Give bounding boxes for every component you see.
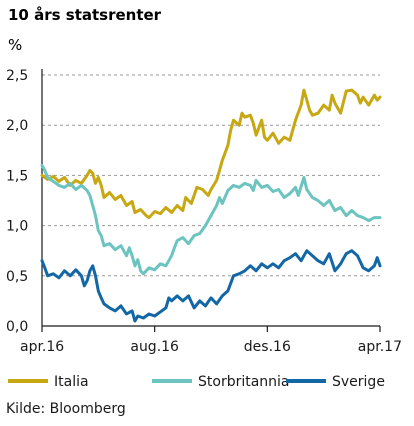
legend: Italia Storbritannia Sverige	[8, 374, 385, 390]
legend-label: Sverige	[332, 374, 385, 390]
series-line-italia	[40, 88, 382, 220]
y-tick-label: 0,5	[6, 269, 28, 285]
legend-label: Storbritannia	[198, 374, 290, 390]
x-tick-label: aug.16	[130, 339, 179, 355]
series-line-sverige	[40, 249, 382, 323]
series-line-storbritannia	[40, 163, 382, 276]
source-note: Kilde: Bloomberg	[6, 401, 126, 417]
x-axis: apr.16 aug.16 des.16 apr.17	[20, 326, 402, 355]
x-tick-label: apr.17	[358, 339, 402, 355]
x-tick-label: des.16	[244, 339, 291, 355]
y-tick-label: 2,0	[6, 118, 28, 134]
y-tick-label: 1,5	[6, 168, 28, 184]
y-axis: 0,0 0,5 1,0 1,5 2,0 2,5	[6, 68, 380, 335]
y-unit-label: %	[8, 36, 22, 54]
y-tick-label: 2,5	[6, 68, 28, 84]
y-tick-label: 1,0	[6, 219, 28, 235]
chart-title: 10 års statsrenter	[8, 6, 162, 24]
legend-label: Italia	[54, 374, 89, 390]
x-tick-label: apr.16	[20, 339, 64, 355]
series-lines	[40, 88, 382, 323]
y-tick-label: 0,0	[6, 319, 28, 335]
